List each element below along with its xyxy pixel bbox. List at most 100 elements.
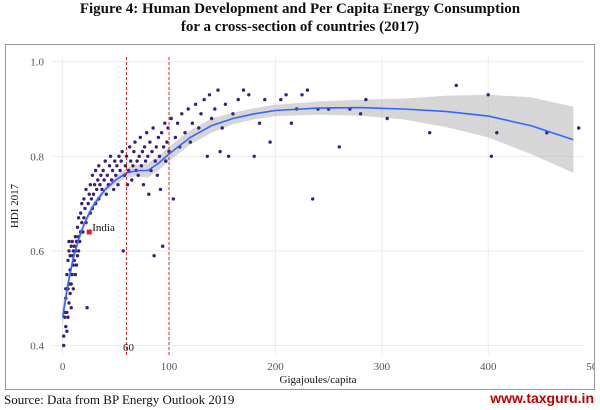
data-point bbox=[150, 149, 154, 154]
y-tick-label: 0.4 bbox=[30, 341, 44, 353]
data-point bbox=[236, 97, 240, 102]
data-point bbox=[108, 154, 113, 158]
data-point bbox=[454, 83, 458, 88]
data-point bbox=[93, 168, 98, 173]
data-point bbox=[75, 254, 80, 258]
confidence-band bbox=[62, 94, 574, 327]
y-axis-label: HDI 2017 bbox=[9, 183, 21, 228]
data-point bbox=[110, 168, 115, 173]
data-point bbox=[136, 173, 140, 177]
data-point bbox=[226, 154, 231, 158]
data-point bbox=[102, 178, 106, 182]
data-point bbox=[67, 301, 71, 305]
watermark: www.taxguru.in bbox=[490, 390, 594, 406]
data-point bbox=[300, 93, 304, 97]
data-point bbox=[279, 97, 283, 102]
data-point bbox=[82, 197, 86, 201]
data-point bbox=[213, 107, 217, 111]
data-point bbox=[86, 201, 90, 206]
data-point bbox=[305, 88, 310, 92]
x-tick-label: 0 bbox=[60, 361, 66, 373]
data-point bbox=[89, 197, 94, 201]
y-tick-label: 0.8 bbox=[30, 151, 44, 163]
data-point bbox=[489, 154, 494, 158]
data-point bbox=[101, 168, 105, 173]
x-tick-label: 300 bbox=[374, 361, 391, 373]
data-point bbox=[69, 282, 73, 286]
data-point bbox=[119, 159, 123, 163]
data-point bbox=[358, 112, 363, 116]
india-label: India bbox=[92, 222, 115, 234]
data-point bbox=[103, 159, 107, 163]
data-point bbox=[284, 93, 288, 97]
data-point bbox=[311, 197, 315, 201]
data-point bbox=[69, 244, 73, 248]
data-point bbox=[130, 178, 134, 182]
data-point bbox=[131, 164, 135, 168]
data-point bbox=[124, 154, 129, 158]
data-point bbox=[216, 88, 220, 92]
data-point bbox=[90, 173, 95, 177]
data-point bbox=[79, 211, 83, 215]
data-point bbox=[337, 145, 341, 149]
data-point bbox=[62, 334, 66, 338]
data-point bbox=[112, 187, 116, 192]
source-note: Source: Data from BP Energy Outlook 2019 bbox=[4, 392, 235, 407]
data-point bbox=[70, 272, 74, 277]
data-point bbox=[158, 187, 163, 192]
data-point bbox=[66, 258, 70, 263]
data-point bbox=[190, 121, 195, 125]
data-point bbox=[140, 149, 145, 154]
figure-title-line-2: for a cross-section of countries (2017) bbox=[180, 19, 420, 35]
data-point bbox=[139, 164, 144, 168]
data-point bbox=[70, 239, 74, 244]
y-tick-label: 1.0 bbox=[30, 57, 44, 69]
india-point bbox=[86, 229, 92, 235]
data-point bbox=[141, 183, 146, 187]
data-point bbox=[146, 154, 150, 158]
data-point bbox=[193, 102, 198, 106]
data-point bbox=[129, 159, 133, 163]
data-point bbox=[118, 168, 122, 173]
data-point bbox=[69, 306, 73, 310]
data-point bbox=[99, 173, 103, 177]
data-point bbox=[169, 116, 173, 121]
chart-frame: 60 India 0 100 200 300 400 500 0.4 0.6 0.8 1.0 Gigaj… bbox=[5, 44, 595, 390]
data-point bbox=[142, 145, 147, 149]
data-point bbox=[220, 126, 224, 130]
data-point bbox=[247, 93, 251, 97]
data-point bbox=[126, 168, 131, 173]
data-point bbox=[385, 116, 389, 121]
smooth-trend-line bbox=[61, 106, 574, 318]
data-point bbox=[67, 239, 71, 244]
data-point bbox=[163, 121, 167, 125]
scatter-chart: 60 India 0 100 200 300 400 500 0.4 0.6 0.8 1.0 Gigaj… bbox=[9, 57, 594, 386]
data-point bbox=[364, 97, 368, 102]
data-point bbox=[82, 216, 86, 220]
data-point bbox=[88, 183, 93, 187]
data-point bbox=[148, 140, 152, 144]
data-point bbox=[143, 159, 148, 163]
data-point bbox=[97, 164, 101, 168]
data-point bbox=[87, 192, 91, 196]
x-tick-label: 400 bbox=[480, 361, 497, 373]
data-point bbox=[202, 97, 206, 102]
data-point bbox=[107, 164, 112, 168]
data-point bbox=[96, 178, 100, 182]
data-point bbox=[64, 324, 68, 329]
data-point bbox=[72, 244, 77, 248]
data-point bbox=[137, 154, 141, 158]
data-point bbox=[171, 197, 175, 201]
data-point bbox=[161, 244, 165, 248]
data-point bbox=[104, 192, 109, 196]
figure-title-line-1: Figure 4: Human Development and Per Capi… bbox=[79, 1, 521, 17]
data-point bbox=[205, 154, 209, 158]
data-point bbox=[289, 121, 294, 125]
data-point bbox=[188, 140, 192, 144]
x-tick-label: 100 bbox=[161, 361, 178, 373]
data-point bbox=[95, 187, 99, 192]
data-point bbox=[257, 121, 262, 125]
data-point bbox=[65, 329, 69, 333]
data-point bbox=[147, 192, 151, 196]
data-point bbox=[165, 140, 169, 144]
